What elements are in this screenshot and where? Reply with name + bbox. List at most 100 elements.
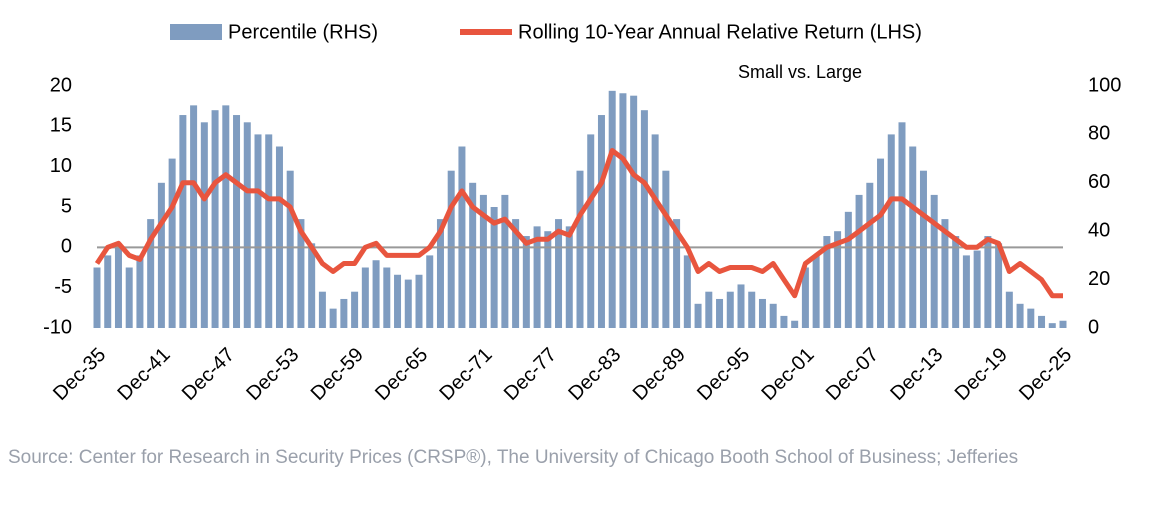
x-tick-label: Dec-59 — [307, 344, 368, 405]
bar — [919, 170, 927, 328]
bar — [436, 219, 444, 328]
x-tick-label: Dec-83 — [564, 344, 625, 405]
bar — [683, 255, 691, 328]
bar — [877, 158, 885, 328]
bar — [533, 226, 541, 328]
line — [94, 148, 1063, 299]
bar — [780, 315, 788, 328]
bar — [479, 194, 487, 328]
y-tick-label: 20 — [50, 74, 72, 96]
bar — [984, 236, 992, 328]
y-tick-label: 5 — [61, 195, 72, 217]
bar — [748, 291, 756, 328]
x-tick-label: Dec-71 — [436, 344, 497, 405]
x-tick-label: Dec-65 — [371, 344, 432, 405]
bar — [1048, 323, 1056, 328]
y-tick-label: 15 — [50, 115, 72, 137]
bar — [233, 115, 241, 328]
bar — [555, 219, 563, 328]
bar — [866, 182, 874, 328]
x-tick-label: Dec-35 — [49, 344, 110, 405]
bar — [179, 115, 187, 328]
bar — [587, 134, 595, 328]
bar — [426, 255, 434, 328]
bar — [1016, 303, 1024, 328]
bar — [286, 170, 294, 328]
bar — [791, 320, 799, 328]
source-note: Source: Center for Research in Security … — [8, 447, 1019, 468]
y2-tick-label: 20 — [1088, 268, 1110, 290]
bar — [136, 255, 144, 328]
y2-tick-label: 80 — [1088, 123, 1110, 145]
bar — [308, 243, 316, 328]
bar — [952, 236, 960, 328]
x-tick-label: Dec-47 — [178, 344, 239, 405]
bar — [125, 267, 133, 328]
bar — [297, 219, 305, 328]
x-tick-label: Dec-41 — [114, 344, 175, 405]
bar — [147, 219, 155, 328]
bar — [447, 170, 455, 328]
bar — [522, 236, 530, 328]
y-tick-label: 0 — [61, 236, 72, 258]
bar — [200, 122, 208, 328]
bar — [694, 303, 702, 328]
bar — [855, 194, 863, 328]
bar — [640, 110, 648, 328]
bar — [544, 231, 552, 328]
bar — [823, 236, 831, 328]
bar — [211, 110, 219, 328]
bar — [114, 243, 122, 328]
legend-swatch — [170, 24, 222, 40]
bar — [769, 303, 777, 328]
bar — [995, 243, 1003, 328]
bar — [812, 255, 820, 328]
y2-tick-label: 60 — [1088, 171, 1110, 193]
legend-label: Percentile (RHS) — [228, 21, 378, 43]
bar — [973, 250, 981, 328]
x-tick-label: Dec-19 — [951, 344, 1012, 405]
x-tick-label: Dec-77 — [500, 344, 561, 405]
y-tick-label: -10 — [43, 316, 72, 338]
x-tick-label: Dec-07 — [822, 344, 883, 405]
bar — [318, 291, 326, 328]
bar — [801, 267, 809, 328]
bar — [1059, 320, 1067, 328]
bar — [275, 146, 283, 328]
bar — [758, 298, 766, 328]
legend-label: Rolling 10-Year Annual Relative Return (… — [518, 21, 922, 43]
bar — [190, 105, 198, 328]
bar — [361, 267, 369, 328]
chart: Small vs. Large -10 -5 0 5 10 15 20 0 20 40 60 80 10… — [43, 21, 1121, 405]
bar — [941, 219, 949, 328]
bar — [962, 255, 970, 328]
bar — [265, 134, 273, 328]
x-tick-label: Dec-53 — [242, 344, 303, 405]
bar — [597, 115, 605, 328]
x-tick-label: Dec-01 — [758, 344, 819, 405]
bar — [1038, 315, 1046, 328]
bar — [329, 308, 337, 328]
bar — [737, 284, 745, 328]
bar — [726, 291, 734, 328]
bar — [394, 274, 402, 328]
bar — [834, 231, 842, 328]
bar — [512, 219, 520, 328]
bar — [501, 194, 509, 328]
bar — [630, 95, 638, 329]
bar — [254, 134, 262, 328]
bar — [222, 105, 230, 328]
bar — [619, 93, 627, 328]
bar — [576, 170, 584, 328]
bar — [168, 158, 176, 328]
bar — [243, 122, 251, 328]
bar — [909, 146, 917, 328]
y-tick-label: 10 — [50, 155, 72, 177]
bar — [415, 274, 423, 328]
bar — [469, 182, 477, 328]
bar — [104, 255, 112, 328]
bar — [930, 194, 938, 328]
y2-tick-label: 0 — [1088, 316, 1099, 338]
bar — [1005, 291, 1013, 328]
bar — [157, 182, 165, 328]
